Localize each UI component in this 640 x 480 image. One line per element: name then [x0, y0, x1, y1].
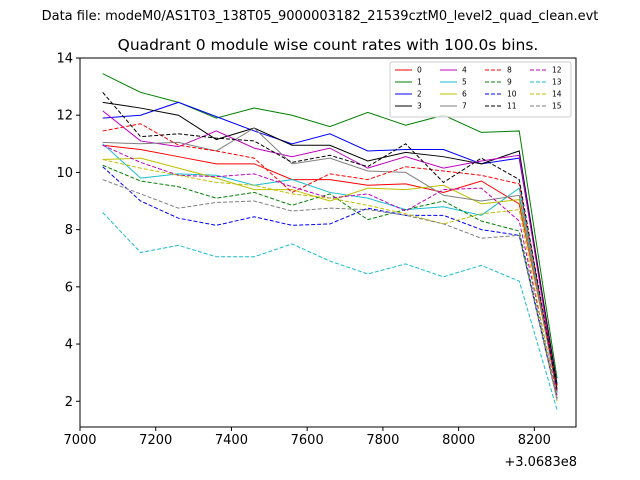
- legend-label-13: 13: [552, 78, 562, 87]
- series-line-0: [102, 144, 558, 389]
- plot-frame: [79, 57, 577, 428]
- legend-label-2: 2: [417, 90, 422, 99]
- legend-label-12: 12: [552, 66, 562, 75]
- y-tick-label: 4: [65, 338, 73, 353]
- legend-label-10: 10: [507, 90, 517, 99]
- series-line-10: [102, 166, 558, 400]
- x-offset-label: +3.0683e8: [504, 455, 577, 470]
- legend-label-3: 3: [417, 102, 422, 111]
- series-line-5: [102, 143, 558, 393]
- chart-title: Quadrant 0 module wise count rates with …: [118, 36, 539, 54]
- series-line-15: [102, 179, 558, 400]
- series-line-2: [102, 101, 558, 385]
- y-tick-label: 14: [56, 52, 73, 67]
- series-line-6: [102, 157, 558, 390]
- x-tick-label: 7600: [291, 433, 324, 448]
- x-tick-label: 7400: [215, 433, 248, 448]
- legend-label-8: 8: [507, 66, 512, 75]
- legend-label-9: 9: [507, 78, 512, 87]
- legend-label-7: 7: [462, 102, 467, 111]
- series-layer: [102, 73, 558, 410]
- x-tick-label: 8200: [518, 433, 551, 448]
- legend-label-14: 14: [552, 90, 562, 99]
- y-tick-label: 2: [65, 395, 73, 410]
- y-tick-label: 8: [65, 223, 73, 238]
- legend-label-15: 15: [552, 102, 562, 111]
- legend-label-1: 1: [417, 78, 422, 87]
- series-line-9: [102, 164, 558, 399]
- series-line-7: [102, 127, 558, 393]
- chart-suptitle: Data file: modeM0/AS1T03_138T05_90000031…: [42, 9, 599, 24]
- x-tick-label: 8000: [442, 433, 475, 448]
- x-tick-label: 7800: [366, 433, 399, 448]
- legend-label-4: 4: [462, 66, 467, 75]
- series-line-11: [102, 92, 558, 390]
- series-line-14: [102, 159, 558, 402]
- y-tick-label: 10: [56, 166, 73, 181]
- legend-label-0: 0: [417, 66, 422, 75]
- y-tick-label: 12: [56, 109, 73, 124]
- series-line-1: [102, 73, 558, 379]
- series-line-4: [102, 110, 558, 392]
- y-tick-label: 6: [65, 280, 73, 295]
- legend-label-11: 11: [507, 102, 517, 111]
- legend-label-5: 5: [462, 78, 467, 87]
- series-line-3: [102, 101, 558, 386]
- x-tick-label: 7200: [139, 433, 172, 448]
- x-tick-label: 7000: [63, 433, 96, 448]
- series-line-13: [102, 212, 558, 410]
- series-line-12: [102, 144, 558, 396]
- legend-label-6: 6: [462, 90, 467, 99]
- legend-box: [389, 61, 572, 118]
- series-line-8: [102, 123, 558, 390]
